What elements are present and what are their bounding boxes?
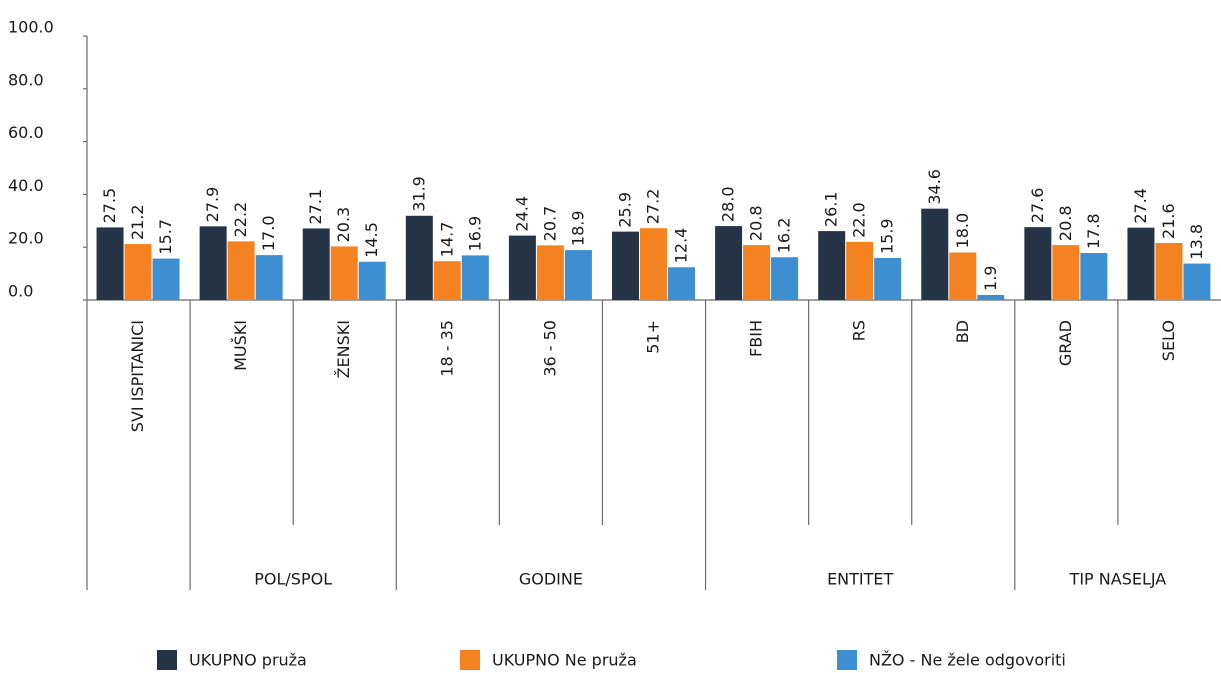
x-tick-label: 18 - 35	[437, 320, 456, 377]
bar	[1052, 245, 1080, 300]
legend-swatch	[157, 650, 177, 670]
value-label: 27.6	[1028, 188, 1047, 224]
value-label: 12.4	[672, 228, 691, 264]
bar	[152, 258, 180, 300]
y-tick-label: 0.0	[8, 282, 33, 301]
bar	[949, 252, 977, 300]
bar	[818, 231, 846, 300]
value-label: 13.8	[1187, 224, 1206, 260]
bar	[302, 228, 330, 300]
legend-label: UKUPNO Ne pruža	[492, 651, 637, 670]
group-label: GODINE	[519, 570, 583, 589]
bar	[124, 244, 152, 300]
value-label: 34.6	[925, 169, 944, 205]
bar	[358, 261, 386, 300]
group-label: TIP NASELJA	[1069, 570, 1167, 589]
y-tick-label: 40.0	[8, 176, 44, 195]
x-tick-label: SELO	[1159, 320, 1178, 361]
bar	[640, 228, 667, 300]
bar	[433, 261, 461, 300]
x-tick-label: ŽENSKI	[334, 320, 353, 378]
value-label: 26.1	[822, 191, 841, 227]
value-label: 22.2	[231, 202, 250, 238]
value-label: 25.9	[616, 192, 635, 228]
value-label: 14.7	[437, 222, 456, 258]
x-tick-label: GRAD	[1056, 320, 1075, 366]
x-tick-label: MUŠKI	[231, 320, 250, 371]
bar	[255, 255, 283, 300]
value-label: 17.0	[259, 215, 278, 251]
legend-label: UKUPNO pruža	[189, 651, 307, 670]
value-label: 21.2	[128, 204, 147, 240]
group-label: ENTITET	[827, 570, 893, 589]
value-label: 24.4	[512, 196, 531, 232]
x-tick-label: FBIH	[747, 320, 766, 357]
bar	[508, 235, 536, 300]
value-label: 20.7	[540, 206, 559, 242]
value-label: 27.4	[1131, 188, 1150, 224]
bar	[874, 258, 902, 300]
bar	[96, 227, 124, 300]
value-label: 15.9	[878, 218, 897, 254]
value-label: 20.8	[747, 205, 766, 241]
value-label: 1.9	[981, 266, 1000, 291]
bar	[461, 255, 489, 300]
bar	[536, 245, 564, 300]
y-tick-label: 100.0	[8, 18, 54, 37]
bar	[405, 215, 433, 300]
value-label: 18.0	[953, 213, 972, 249]
x-tick-label: RS	[850, 320, 869, 341]
legend-swatch	[837, 650, 857, 670]
bar	[1183, 263, 1211, 300]
bar	[921, 208, 949, 300]
value-label: 15.7	[156, 219, 175, 255]
bar	[846, 241, 874, 300]
y-tick-label: 80.0	[8, 70, 44, 89]
bar	[668, 267, 695, 300]
value-label: 14.5	[362, 222, 381, 258]
y-tick-label: 60.0	[8, 123, 44, 142]
value-label: 27.5	[100, 188, 119, 224]
bar	[743, 245, 771, 300]
x-tick-label: BD	[953, 320, 972, 343]
bar	[1080, 253, 1108, 300]
value-label: 31.9	[409, 176, 428, 212]
legend-swatch	[460, 650, 480, 670]
x-tick-label: 36 - 50	[540, 320, 559, 377]
value-label: 27.9	[203, 187, 222, 223]
value-label: 22.0	[850, 202, 869, 238]
bar	[612, 231, 639, 300]
value-label: 17.8	[1084, 213, 1103, 249]
value-label: 27.1	[306, 189, 325, 225]
bar	[227, 241, 255, 300]
value-label: 16.2	[775, 218, 794, 254]
value-label: 18.9	[568, 210, 587, 246]
bar	[1024, 227, 1052, 300]
value-label: 20.3	[334, 207, 353, 243]
value-label: 27.2	[644, 189, 663, 225]
legend-label: NŽO - Ne žele odgovoriti	[869, 651, 1066, 670]
value-label: 28.0	[719, 186, 738, 222]
y-tick-label: 20.0	[8, 229, 44, 248]
bar	[330, 246, 358, 300]
bar	[977, 294, 1005, 300]
group-label: POL/SPOL	[254, 570, 332, 589]
value-label: 20.8	[1056, 205, 1075, 241]
bar	[199, 226, 227, 300]
x-tick-label: 51+	[644, 320, 663, 354]
bar	[1155, 242, 1183, 300]
bar	[564, 250, 592, 300]
x-tick-label: SVI ISPITANICI	[128, 320, 147, 432]
value-label: 21.6	[1159, 203, 1178, 239]
bar	[715, 226, 743, 300]
value-label: 16.9	[465, 216, 484, 252]
bar	[771, 257, 799, 300]
bar	[1127, 227, 1155, 300]
